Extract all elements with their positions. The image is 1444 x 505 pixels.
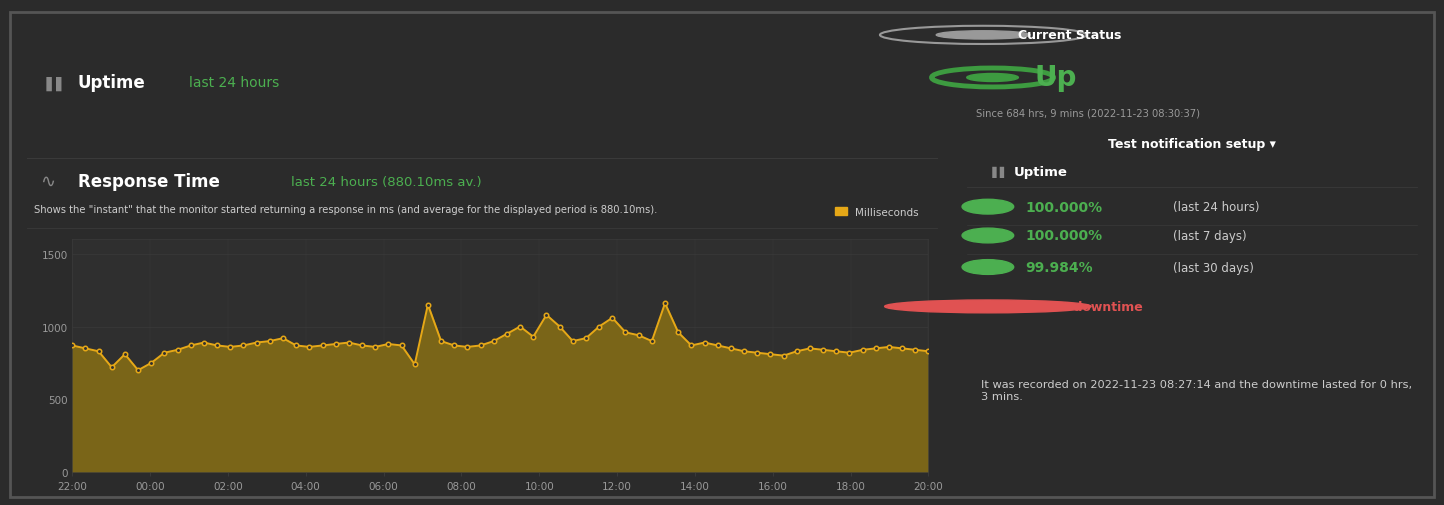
Text: last 24 hours: last 24 hours <box>189 76 279 90</box>
Circle shape <box>966 74 1018 82</box>
Text: Test notification setup ▾: Test notification setup ▾ <box>1108 137 1276 150</box>
Text: ▐▐: ▐▐ <box>988 166 1005 177</box>
Text: Uptime: Uptime <box>78 74 146 92</box>
Text: last 24 hours (880.10ms av.): last 24 hours (880.10ms av.) <box>292 175 482 188</box>
Text: ▐▐: ▐▐ <box>40 76 62 90</box>
Text: Current Status: Current Status <box>1018 29 1122 42</box>
Text: (last 24 hours): (last 24 hours) <box>1173 201 1259 214</box>
Text: (last 7 days): (last 7 days) <box>1173 230 1246 242</box>
Text: (last 30 days): (last 30 days) <box>1173 261 1255 274</box>
Text: 100.000%: 100.000% <box>1025 229 1103 243</box>
Text: ∿: ∿ <box>40 173 56 191</box>
Legend: Milliseconds: Milliseconds <box>830 203 923 221</box>
Text: Up: Up <box>1035 64 1077 92</box>
Text: Response Time: Response Time <box>78 173 219 191</box>
Text: 99.984%: 99.984% <box>1025 261 1093 274</box>
Text: Uptime: Uptime <box>1014 165 1067 178</box>
Circle shape <box>962 260 1014 275</box>
Text: Shows the "instant" that the monitor started returning a response in ms (and ave: Shows the "instant" that the monitor sta… <box>35 205 657 215</box>
Text: 100.000%: 100.000% <box>1025 200 1103 214</box>
Circle shape <box>936 32 1030 40</box>
Text: Latest downtime: Latest downtime <box>1025 300 1144 313</box>
Circle shape <box>962 200 1014 215</box>
Circle shape <box>885 300 1092 313</box>
Text: Since 684 hrs, 9 mins (2022-11-23 08:30:37): Since 684 hrs, 9 mins (2022-11-23 08:30:… <box>976 108 1200 118</box>
Circle shape <box>962 229 1014 243</box>
Text: It was recorded on 2022-11-23 08:27:14 and the downtime lasted for 0 hrs,
3 mins: It was recorded on 2022-11-23 08:27:14 a… <box>980 379 1412 401</box>
